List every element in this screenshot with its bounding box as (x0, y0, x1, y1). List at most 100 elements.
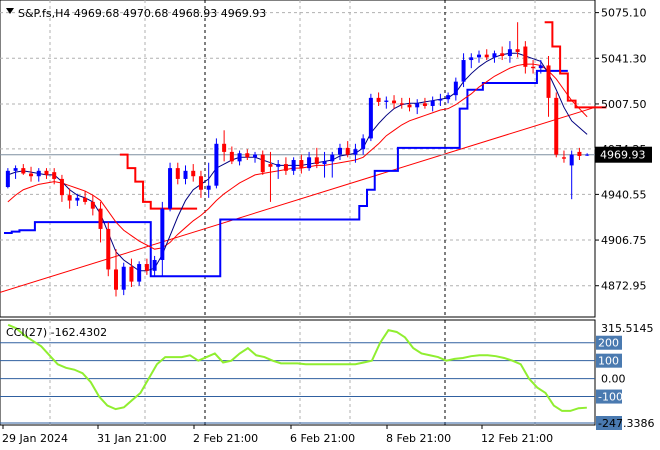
candle (206, 162, 211, 198)
candle-body (569, 154, 574, 166)
candle (469, 53, 474, 69)
candle (137, 261, 142, 286)
candle-body (438, 99, 443, 101)
candle (59, 174, 64, 202)
candle-body (129, 266, 134, 282)
candle-body (477, 54, 482, 58)
candle-body (152, 259, 157, 271)
candle-body (44, 170, 49, 175)
main-plot-frame[interactable] (0, 0, 596, 318)
price-tick-label: 5007.50 (601, 98, 647, 111)
time-tick-label: 31 Jan 21:00 (97, 432, 167, 445)
trend-line (0, 106, 596, 293)
price-tick-label: 5075.10 (601, 7, 647, 20)
candle-body (121, 266, 126, 290)
candle-body (276, 164, 281, 167)
candle-body (515, 49, 520, 52)
indicator-tick-label: -247.3386 (598, 417, 654, 430)
candle (392, 95, 397, 109)
candle (569, 150, 574, 200)
candle (353, 143, 358, 163)
candle-body (484, 54, 489, 58)
indicator-tick-label: 200 (598, 337, 619, 350)
indicator-plot-frame[interactable] (0, 319, 596, 426)
dropdown-triangle-icon[interactable] (6, 8, 14, 14)
symbol-header: S&P.fs,H4 4969.68 4970.68 4968.93 4969.9… (18, 7, 266, 20)
candle (577, 147, 582, 161)
fast-moving-average (7, 52, 588, 272)
candle (75, 193, 80, 206)
candle-body (59, 178, 64, 196)
candle (422, 97, 427, 109)
candle-body (106, 228, 111, 270)
candle (322, 151, 327, 178)
candle (299, 154, 304, 174)
price-tick-label: 4906.75 (601, 234, 647, 247)
candle-body (492, 53, 497, 58)
candle (330, 151, 335, 178)
candle (446, 92, 451, 104)
level-tag (596, 416, 622, 430)
candle (453, 77, 458, 101)
candle-body (21, 168, 26, 174)
indicator-axis: 315.5145 200 100 0.00 -100 -247.3386 (596, 322, 654, 430)
indicator-tick-label: 0.00 (601, 373, 626, 386)
candle-body (191, 170, 196, 177)
time-axis: 29 Jan 2024 31 Jan 21:00 2 Feb 21:00 6 Feb … (2, 425, 553, 445)
candle-body (283, 164, 288, 171)
candle (44, 168, 49, 179)
candle (144, 258, 149, 275)
candle-body (29, 173, 34, 177)
candle (368, 93, 373, 142)
candle-body (183, 170, 188, 179)
candle (5, 168, 10, 189)
candle (129, 258, 134, 288)
level-tag (596, 335, 622, 350)
candle (538, 60, 543, 74)
candle-body (422, 103, 427, 106)
candle-body (253, 154, 258, 158)
candle (384, 96, 389, 109)
indicator-tick-label: 100 (598, 355, 619, 368)
candle (500, 46, 505, 61)
candle (160, 201, 165, 277)
indicator-header: CCI(27) -162.4302 (6, 326, 107, 339)
indicator-tick-label: 315.5145 (601, 322, 654, 335)
trend-line-segment (0, 106, 596, 293)
candle-body (469, 57, 474, 61)
candle (245, 149, 250, 161)
candle-body (36, 170, 41, 177)
candle-body (299, 160, 304, 169)
candle (554, 92, 559, 158)
candle-body (268, 164, 273, 167)
candle (407, 97, 412, 112)
time-tick-label: 12 Feb 21:00 (481, 432, 553, 445)
candle-body (322, 161, 327, 165)
candle-body (430, 100, 435, 106)
candle-body (531, 66, 536, 69)
candle-body (52, 172, 57, 179)
candle-body (260, 154, 265, 173)
candle (291, 157, 296, 175)
candle-body (307, 157, 312, 169)
candle (477, 50, 482, 63)
candle-body (330, 154, 335, 162)
candle (152, 255, 157, 277)
candle (283, 157, 288, 175)
candle-body (198, 176, 203, 190)
candle-body (137, 264, 142, 282)
time-tick-label: 29 Jan 2024 (2, 432, 68, 445)
current-price-label: 4969.93 (600, 149, 646, 162)
candle (531, 60, 536, 74)
candle-body (168, 168, 173, 209)
candle-body (446, 95, 451, 100)
stop-level-line (4, 21, 607, 278)
candle (361, 134, 366, 155)
candle-body (245, 153, 250, 158)
candle (121, 262, 126, 296)
candle-body (214, 143, 219, 186)
time-tick-label: 2 Feb 21:00 (193, 432, 258, 445)
candle-body (337, 147, 342, 155)
indicator-tick-label: -100 (598, 391, 623, 404)
